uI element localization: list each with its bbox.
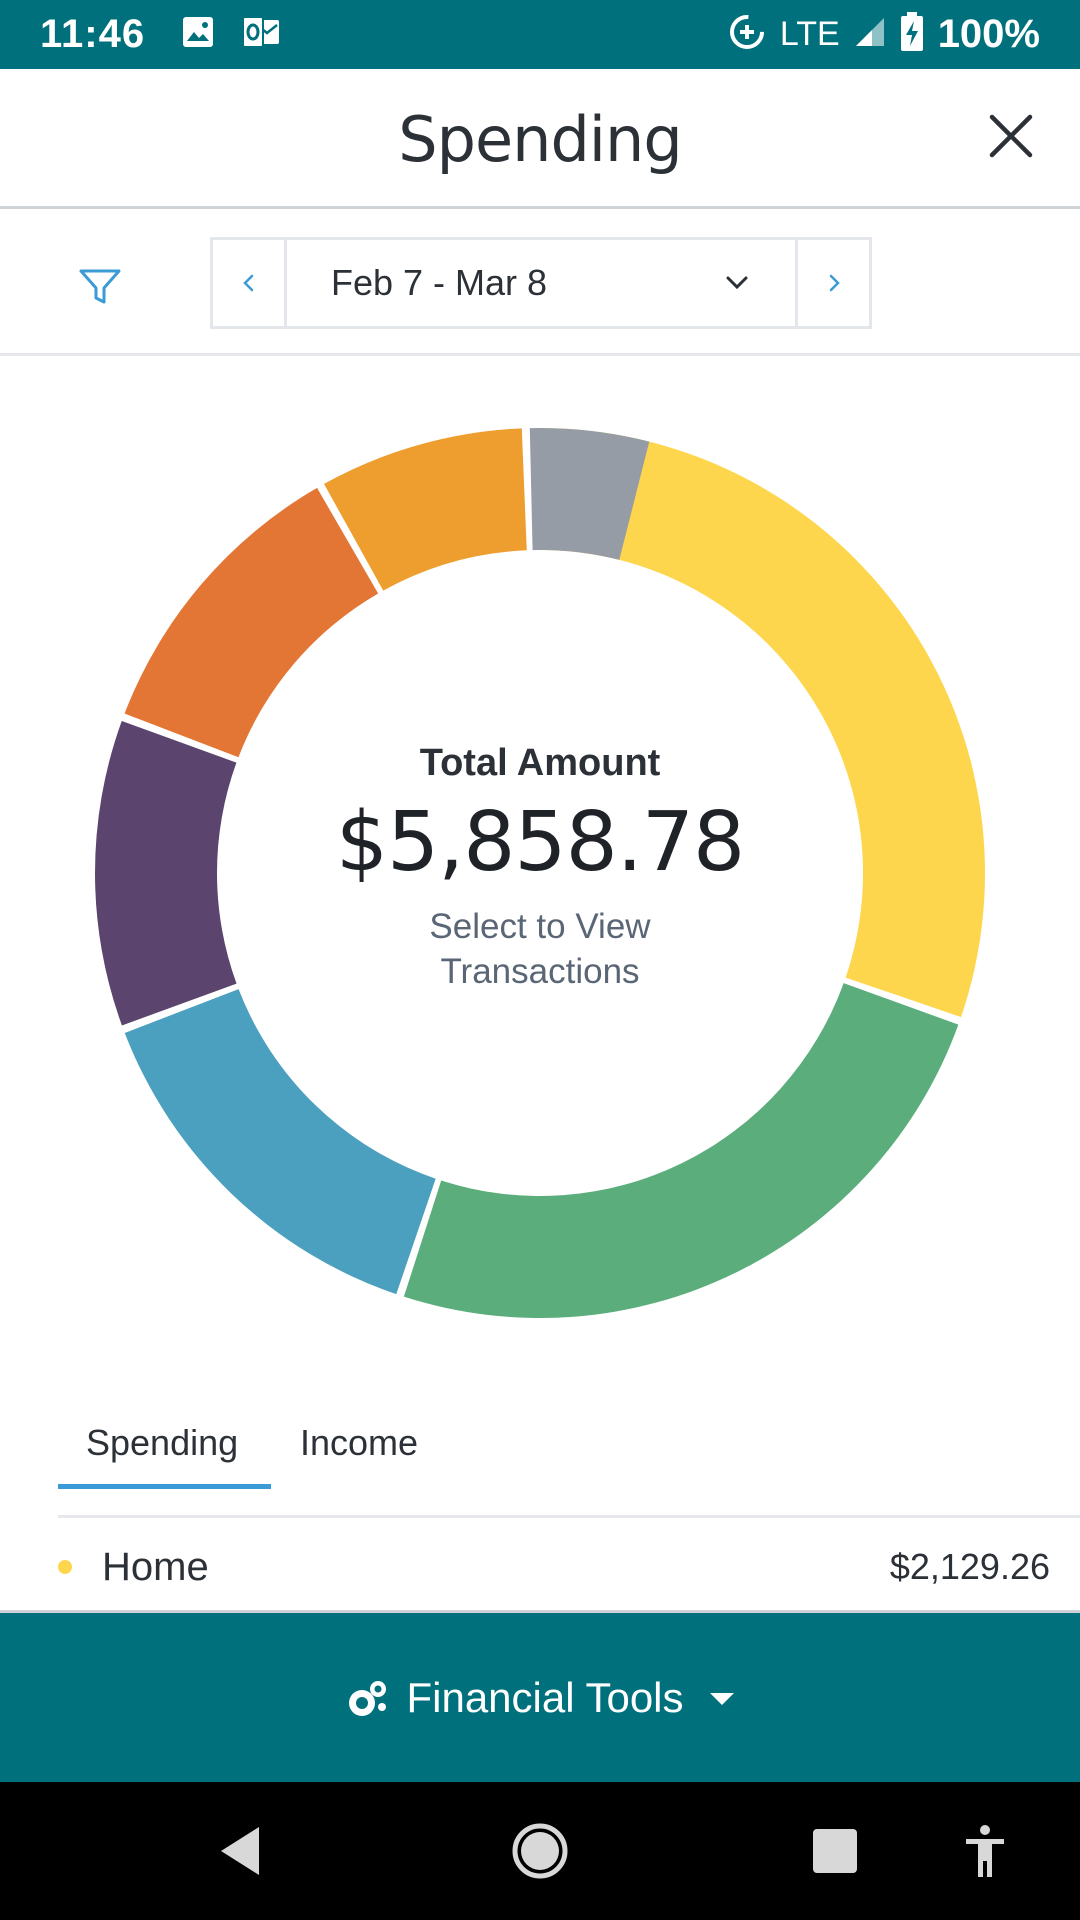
filter-icon — [79, 269, 121, 304]
date-range-picker: Feb 7 - Mar 8 — [210, 237, 872, 329]
chevron-left-icon — [242, 274, 253, 292]
legend-dot — [58, 1560, 72, 1574]
financial-tools-icon — [349, 1680, 387, 1716]
spending-donut-chart[interactable]: Total Amount $5,858.78 Select to View Tr… — [95, 428, 985, 1318]
active-tab-indicator — [58, 1484, 271, 1489]
next-period-button[interactable] — [795, 240, 869, 326]
date-range-dropdown[interactable]: Feb 7 - Mar 8 — [287, 240, 795, 326]
back-button[interactable] — [205, 1816, 275, 1886]
accessibility-icon — [966, 1825, 1004, 1877]
network-type: LTE — [779, 15, 840, 53]
status-time: 11:46 — [40, 12, 146, 56]
financial-tools-label: Financial Tools — [406, 1673, 684, 1721]
home-icon — [512, 1823, 568, 1879]
outlook-icon — [241, 15, 281, 54]
battery-charging-icon — [900, 12, 924, 57]
previous-period-button[interactable] — [213, 240, 287, 326]
system-nav-bar — [0, 1782, 1080, 1920]
battery-percentage: 100% — [937, 12, 1040, 56]
tab-spending[interactable]: Spending — [86, 1422, 239, 1463]
app-header: Spending — [0, 69, 1080, 209]
chevron-down-icon — [726, 276, 748, 290]
category-row-home[interactable]: Home $2,129.26 — [58, 1522, 1050, 1612]
tab-income[interactable]: Income — [300, 1422, 419, 1463]
close-icon — [989, 114, 1033, 158]
date-toolbar: Feb 7 - Mar 8 — [0, 212, 1080, 356]
page-title: Spending — [398, 103, 682, 176]
data-saver-icon — [728, 13, 766, 56]
signal-icon — [854, 16, 886, 53]
donut-slice-6[interactable] — [529, 428, 650, 560]
category-label: Home — [102, 1544, 209, 1589]
donut-slice-5[interactable] — [324, 428, 527, 591]
donut-slice-0[interactable] — [546, 428, 985, 1018]
donut-svg[interactable] — [95, 428, 985, 1318]
accessibility-button[interactable] — [950, 1816, 1020, 1886]
home-button[interactable] — [505, 1816, 575, 1886]
donut-slice-1[interactable] — [403, 983, 959, 1318]
donut-slice-4[interactable] — [124, 487, 379, 758]
back-icon — [221, 1827, 259, 1875]
recents-icon — [813, 1829, 857, 1873]
status-notification-icons — [181, 15, 281, 54]
status-bar: 11:46 LTE 100% — [0, 0, 1080, 69]
donut-slice-2[interactable] — [124, 989, 436, 1295]
tab-bar: Spending Income — [58, 1400, 1080, 1518]
date-range-label: Feb 7 - Mar 8 — [331, 262, 548, 303]
donut-slice-3[interactable] — [95, 721, 237, 1026]
caret-down-icon — [709, 1692, 734, 1705]
close-button[interactable] — [980, 105, 1042, 167]
chevron-right-icon — [829, 274, 840, 292]
financial-tools-button[interactable]: Financial Tools — [0, 1610, 1080, 1782]
filter-button[interactable] — [76, 262, 124, 310]
image-icon — [181, 15, 215, 54]
category-amount: $2,129.26 — [889, 1546, 1050, 1587]
status-right: LTE 100% — [728, 12, 1040, 57]
recents-button[interactable] — [800, 1816, 870, 1886]
